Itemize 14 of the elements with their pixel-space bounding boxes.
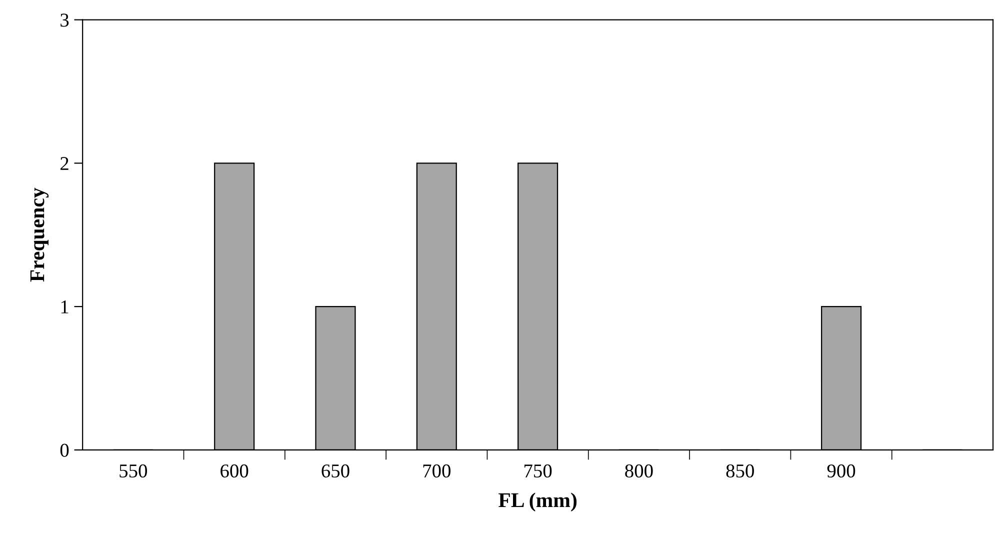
x-tick-label: 800 [625,464,653,478]
x-tick-label: 650 [322,464,350,478]
x-tick-label: 550 [120,464,148,478]
y-axis-title: Frequency [30,188,49,282]
x-tick-label: 600 [220,464,248,478]
y-tick-label: 3 [60,14,69,27]
y-tick-label: 1 [61,300,68,314]
x-tick-label: 700 [423,464,450,478]
x-axis-title: FL (mm) [498,492,577,512]
x-tick-label: 850 [726,464,754,478]
x-tick-label: 750 [524,464,552,478]
y-tick-label: 2 [60,157,68,170]
y-tick-label: 0 [60,444,69,457]
x-tick-label: 900 [827,464,856,478]
